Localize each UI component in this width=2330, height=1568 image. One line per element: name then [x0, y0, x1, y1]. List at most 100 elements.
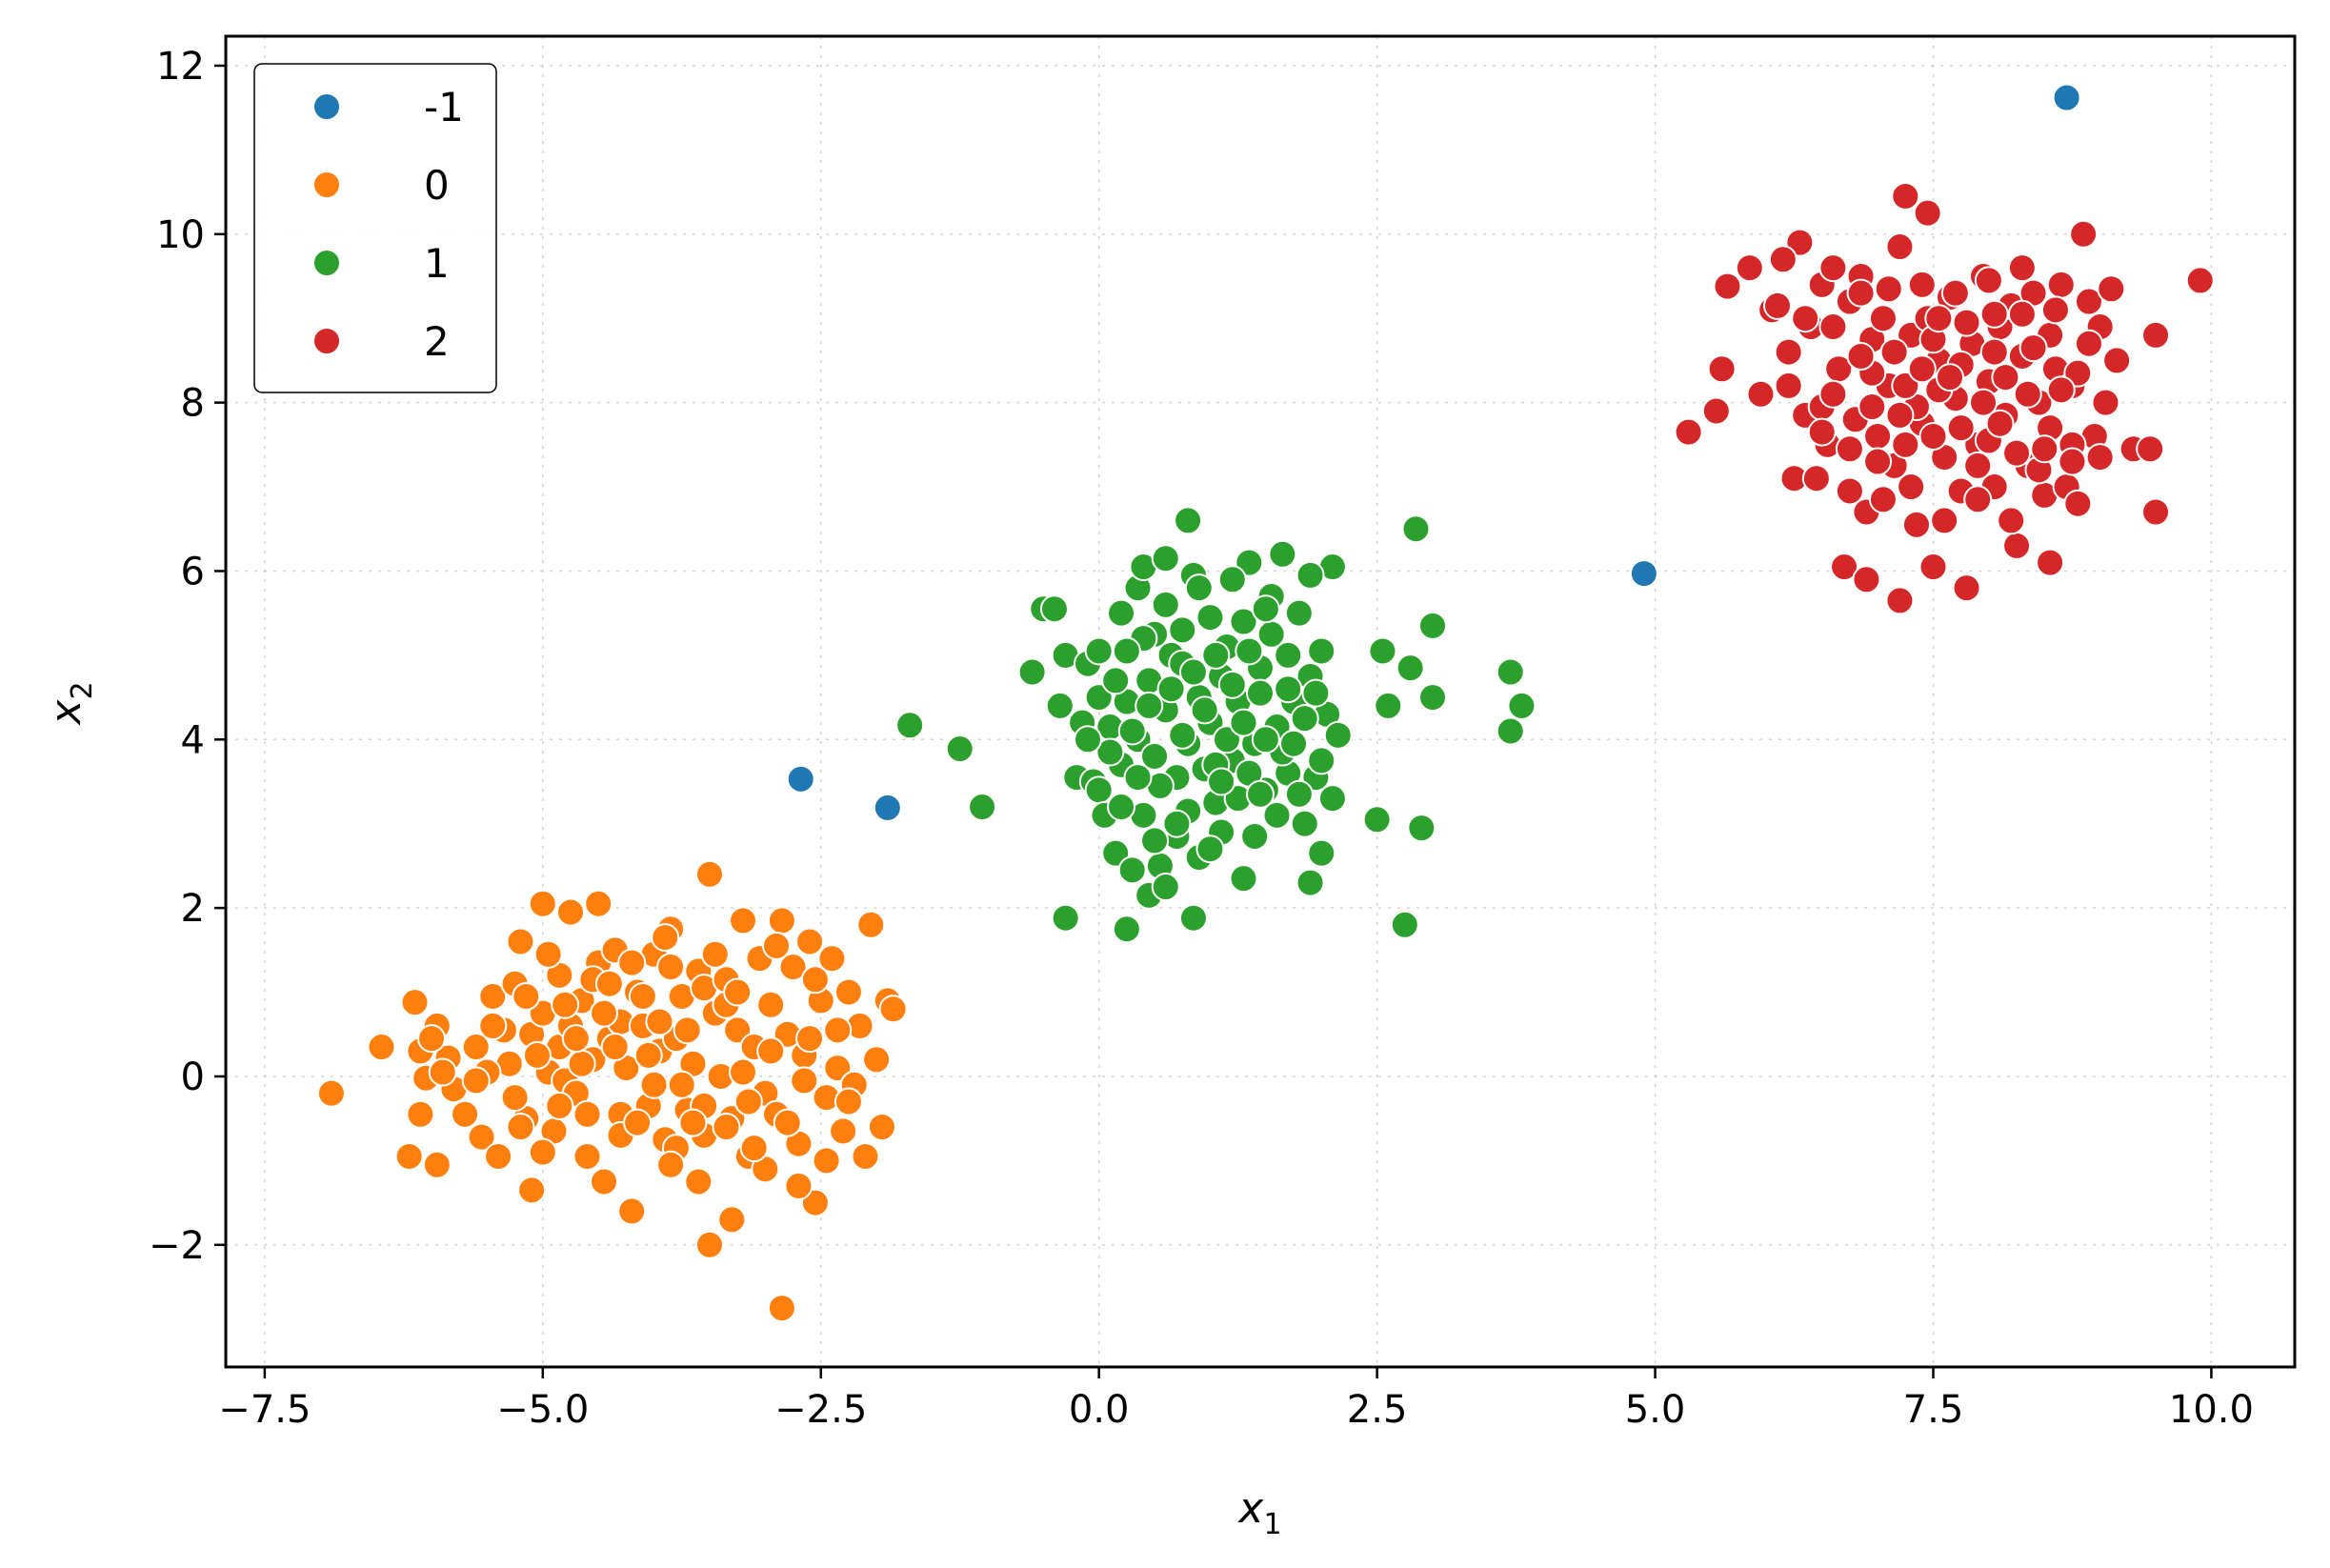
data-point [478, 1011, 508, 1040]
y-axis-label: x2 [42, 681, 99, 726]
data-point [2085, 443, 2115, 472]
series--1 [786, 83, 2081, 822]
data-point [651, 923, 680, 953]
data-point [1095, 737, 1125, 767]
data-point [1290, 809, 1319, 838]
data-point [2074, 287, 2103, 316]
data-point [2052, 83, 2081, 112]
data-point [1507, 691, 1537, 720]
legend-label: 1 [424, 240, 450, 287]
data-point [1284, 779, 1314, 809]
data-point [1039, 594, 1069, 624]
data-point [590, 998, 619, 1028]
data-point [812, 1146, 841, 1176]
data-point [1629, 559, 1658, 589]
data-point [656, 1150, 686, 1179]
data-point [834, 977, 863, 1007]
data-point [316, 1078, 346, 1108]
data-point [1217, 565, 1247, 594]
data-point [1846, 278, 1876, 308]
x-tick-label: 0.0 [1069, 1388, 1130, 1432]
data-point [467, 1122, 496, 1152]
x-axis-ticks: −7.5 −5.0 −2.5 0.0 2.5 5.0 7.5 10.0 [218, 1367, 2254, 1432]
data-point [767, 1294, 796, 1323]
data-point [733, 1087, 763, 1116]
data-point [1123, 763, 1153, 793]
data-point [1963, 451, 1993, 480]
data-point [500, 1083, 530, 1113]
data-point [767, 906, 796, 935]
data-point [684, 1167, 713, 1196]
data-point [800, 965, 830, 995]
data-point [1135, 691, 1164, 720]
data-point [1924, 304, 1954, 333]
data-point [1735, 253, 1764, 283]
data-point [1396, 653, 1425, 683]
data-point [2102, 346, 2132, 375]
data-point [1868, 485, 1898, 514]
data-point [1852, 565, 1881, 594]
data-point [1268, 539, 1297, 569]
data-point [1140, 826, 1170, 855]
data-point [1290, 704, 1319, 734]
data-point [1863, 447, 1893, 476]
data-point [778, 953, 808, 982]
data-point [729, 1057, 757, 1087]
data-point [729, 906, 757, 935]
data-point [422, 1150, 452, 1179]
data-point [1174, 506, 1203, 535]
data-point [712, 1113, 741, 1142]
data-point [1084, 775, 1114, 805]
data-point [1674, 417, 1703, 447]
y-axis-ticks: −2 0 2 4 6 8 10 12 [149, 45, 226, 1268]
data-point [1184, 573, 1214, 603]
data-point [895, 711, 925, 740]
data-point [1985, 409, 2015, 438]
data-point [2136, 434, 2165, 464]
data-point [2019, 333, 2048, 363]
plot-area-frame [224, 34, 2297, 1369]
data-point [1262, 800, 1292, 830]
data-point [639, 1070, 669, 1099]
y-axis-label-base: x [42, 699, 90, 727]
data-point [1240, 821, 1270, 851]
data-point [656, 953, 686, 982]
data-point [1229, 708, 1258, 737]
data-point [2002, 438, 2032, 468]
data-point [1151, 544, 1180, 573]
data-point [1868, 304, 1898, 333]
data-point [1229, 607, 1258, 636]
data-point [1774, 337, 1803, 367]
data-point [1168, 615, 1197, 645]
data-point [1274, 640, 1303, 670]
data-point [2046, 270, 2076, 299]
data-point [2063, 489, 2093, 518]
data-point [1374, 691, 1403, 720]
data-point [1279, 729, 1309, 758]
data-point [1362, 805, 1392, 834]
y-tick-label: 4 [181, 718, 205, 762]
data-point [461, 1066, 491, 1096]
data-point [1707, 354, 1737, 384]
data-point [1296, 560, 1325, 590]
data-point [1418, 611, 1447, 640]
data-point [1084, 636, 1114, 666]
x-axis-label: x1 [1236, 1484, 1281, 1541]
data-point [1891, 181, 1920, 211]
data-point [1863, 421, 1893, 451]
data-point [1830, 553, 1859, 582]
data-point [1368, 636, 1397, 666]
data-point [1307, 636, 1336, 666]
x-tick-label: −2.5 [774, 1388, 867, 1432]
data-point [1207, 767, 1236, 796]
legend-marker [312, 171, 341, 199]
data-point [517, 1176, 547, 1205]
data-point [1156, 674, 1186, 704]
data-point [878, 995, 908, 1024]
data-point [823, 1015, 853, 1045]
data-point [1284, 598, 1314, 628]
data-point [1952, 308, 1981, 337]
data-point [1301, 678, 1331, 708]
legend-marker [312, 327, 341, 355]
